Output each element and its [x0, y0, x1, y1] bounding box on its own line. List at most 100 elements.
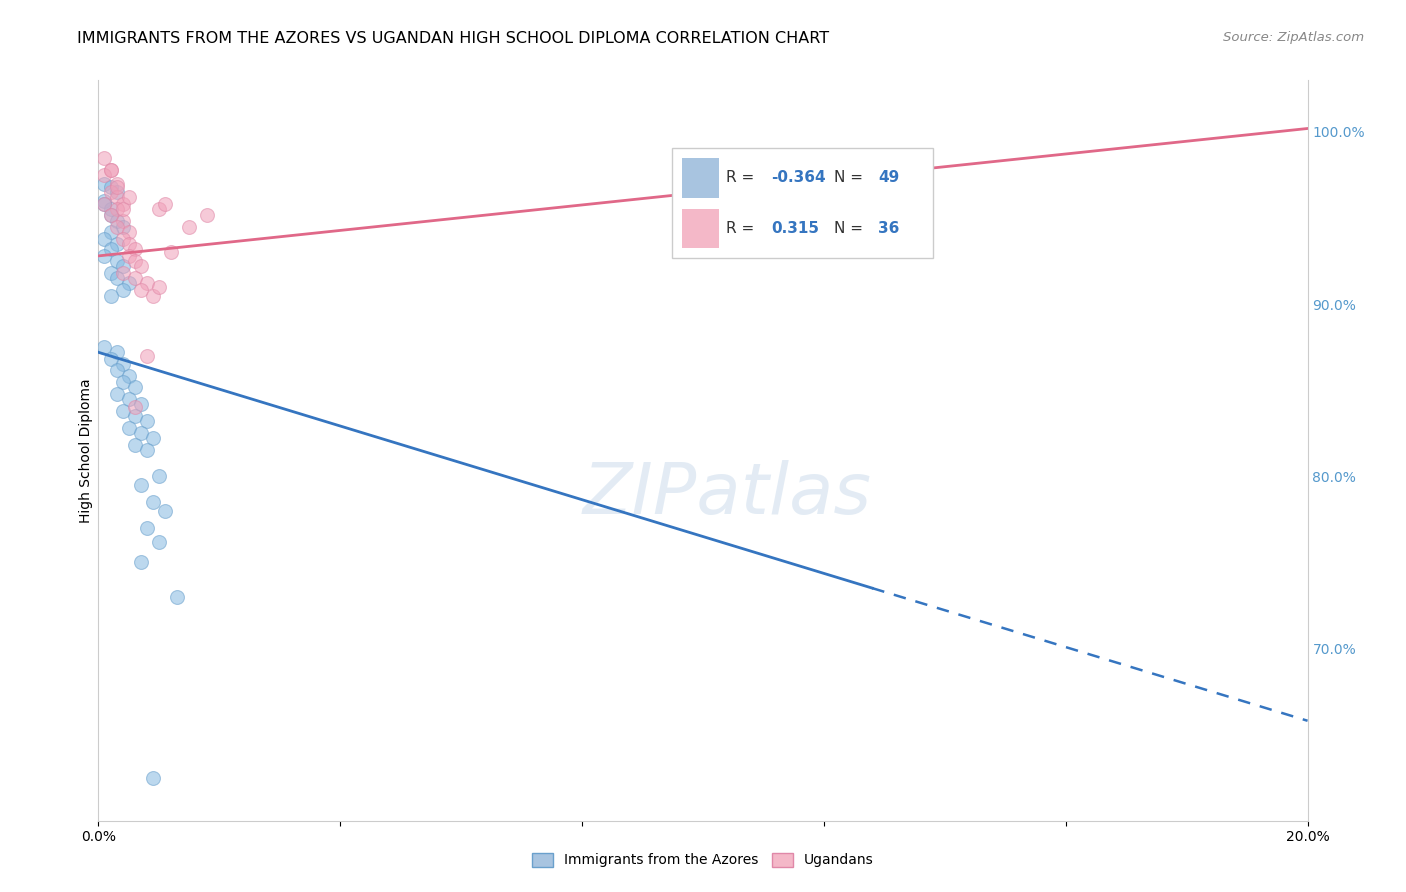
Point	[93, 194, 115, 208]
Legend: Immigrants from the Azores, Ugandans: Immigrants from the Azores, Ugandans	[526, 847, 880, 873]
Point	[111, 404, 134, 418]
Text: ZIPatlas: ZIPatlas	[582, 460, 872, 529]
Point	[93, 197, 115, 211]
Text: -0.364: -0.364	[770, 170, 825, 186]
Point	[105, 271, 128, 285]
Text: 36: 36	[879, 221, 900, 236]
Point	[105, 386, 128, 401]
Point	[111, 375, 134, 389]
Point	[100, 185, 122, 199]
Point	[118, 249, 141, 263]
Text: Source: ZipAtlas.com: Source: ZipAtlas.com	[1223, 31, 1364, 45]
Point	[124, 438, 146, 452]
Point	[142, 495, 165, 509]
Point	[105, 185, 128, 199]
Point	[105, 236, 128, 251]
Point	[105, 180, 128, 194]
Point	[148, 280, 170, 294]
Point	[100, 242, 122, 256]
Point	[118, 421, 141, 435]
Point	[111, 197, 134, 211]
Point	[93, 197, 115, 211]
Point	[148, 469, 170, 483]
Point	[111, 232, 134, 246]
Point	[100, 180, 122, 194]
Point	[118, 369, 141, 384]
Point	[105, 362, 128, 376]
Point	[111, 202, 134, 217]
Text: 0.315: 0.315	[770, 221, 818, 236]
Point	[195, 208, 218, 222]
Point	[135, 277, 157, 291]
Point	[100, 225, 122, 239]
Point	[100, 162, 122, 177]
Point	[124, 401, 146, 415]
Point	[124, 271, 146, 285]
Text: N =: N =	[834, 221, 868, 236]
Point	[93, 340, 115, 354]
Point	[105, 190, 128, 204]
Point	[93, 168, 115, 182]
Point	[105, 345, 128, 359]
Point	[118, 392, 141, 406]
Point	[111, 219, 134, 234]
Point	[129, 283, 152, 297]
Point	[111, 266, 134, 280]
Text: R =: R =	[727, 170, 759, 186]
Point	[148, 202, 170, 217]
Point	[129, 555, 152, 569]
Point	[93, 232, 115, 246]
Point	[142, 431, 165, 445]
Point	[153, 504, 176, 518]
Point	[179, 219, 201, 234]
Bar	[682, 209, 718, 248]
Point	[135, 414, 157, 428]
Point	[166, 590, 188, 604]
Point	[105, 254, 128, 268]
Point	[93, 249, 115, 263]
Point	[100, 208, 122, 222]
Point	[129, 259, 152, 273]
Text: R =: R =	[727, 221, 759, 236]
Point	[124, 242, 146, 256]
Text: IMMIGRANTS FROM THE AZORES VS UGANDAN HIGH SCHOOL DIPLOMA CORRELATION CHART: IMMIGRANTS FROM THE AZORES VS UGANDAN HI…	[77, 31, 830, 46]
Point	[142, 288, 165, 302]
Y-axis label: High School Diploma: High School Diploma	[79, 378, 93, 523]
Text: N =: N =	[834, 170, 868, 186]
Point	[135, 521, 157, 535]
Point	[111, 214, 134, 228]
Point	[100, 202, 122, 217]
Point	[124, 380, 146, 394]
Point	[93, 177, 115, 191]
Point	[100, 352, 122, 367]
Point	[105, 219, 128, 234]
Point	[129, 426, 152, 441]
Point	[124, 409, 146, 423]
Point	[100, 266, 122, 280]
Point	[129, 478, 152, 492]
Text: 49: 49	[879, 170, 900, 186]
Point	[135, 349, 157, 363]
Point	[100, 288, 122, 302]
Point	[142, 771, 165, 785]
Point	[100, 162, 122, 177]
Point	[118, 190, 141, 204]
Point	[105, 177, 128, 191]
Point	[100, 208, 122, 222]
Point	[160, 245, 183, 260]
Point	[118, 225, 141, 239]
Point	[111, 357, 134, 371]
Point	[124, 254, 146, 268]
Point	[129, 397, 152, 411]
Point	[153, 197, 176, 211]
FancyBboxPatch shape	[672, 148, 934, 258]
Point	[111, 283, 134, 297]
Point	[118, 236, 141, 251]
Point	[105, 202, 128, 217]
Bar	[682, 158, 718, 198]
Point	[111, 259, 134, 273]
Point	[93, 151, 115, 165]
Point	[105, 214, 128, 228]
Point	[148, 534, 170, 549]
Point	[118, 277, 141, 291]
